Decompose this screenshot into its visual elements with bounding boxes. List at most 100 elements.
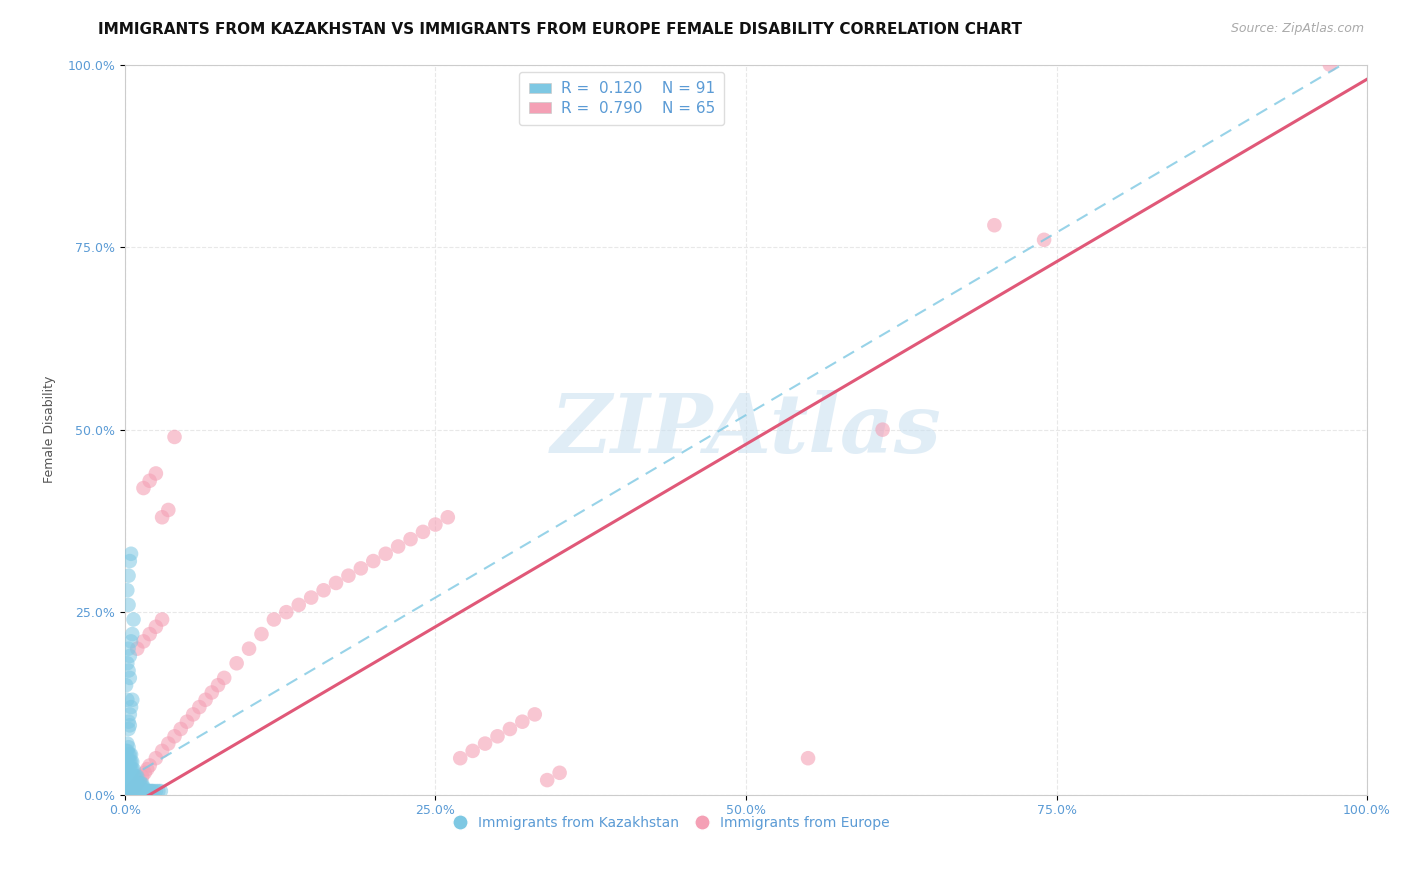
Point — [120, 634, 142, 648]
Point — [118, 762, 141, 776]
Point — [436, 510, 458, 524]
Point — [129, 777, 152, 791]
Point — [117, 780, 139, 795]
Point — [115, 751, 138, 765]
Point — [486, 729, 509, 743]
Point — [117, 737, 139, 751]
Point — [117, 693, 139, 707]
Point — [122, 784, 145, 798]
Point — [145, 751, 167, 765]
Point — [117, 722, 139, 736]
Point — [120, 762, 142, 776]
Point — [523, 707, 546, 722]
Point — [127, 777, 149, 791]
Point — [136, 784, 159, 798]
Point — [117, 773, 139, 788]
Point — [118, 707, 141, 722]
Point — [128, 777, 150, 791]
Point — [135, 784, 157, 798]
Point — [325, 576, 347, 591]
Point — [188, 700, 211, 714]
Point — [374, 547, 396, 561]
Point — [120, 755, 142, 769]
Point — [129, 784, 152, 798]
Point — [138, 627, 160, 641]
Point — [115, 744, 138, 758]
Point — [118, 554, 141, 568]
Point — [150, 744, 173, 758]
Point — [121, 627, 143, 641]
Point — [128, 777, 150, 791]
Point — [238, 641, 260, 656]
Point — [120, 777, 142, 791]
Point — [263, 612, 285, 626]
Point — [117, 755, 139, 769]
Point — [138, 474, 160, 488]
Point — [127, 769, 149, 783]
Point — [499, 722, 522, 736]
Point — [117, 786, 139, 800]
Point — [121, 693, 143, 707]
Point — [122, 777, 145, 791]
Point — [163, 430, 186, 444]
Point — [212, 671, 235, 685]
Point — [250, 627, 273, 641]
Point — [117, 758, 139, 772]
Point — [141, 784, 163, 798]
Point — [350, 561, 373, 575]
Point — [145, 620, 167, 634]
Point — [225, 657, 247, 671]
Point — [120, 747, 142, 762]
Point — [118, 784, 141, 798]
Point — [118, 718, 141, 732]
Point — [117, 744, 139, 758]
Point — [115, 678, 138, 692]
Point — [121, 784, 143, 798]
Point — [132, 634, 155, 648]
Point — [797, 751, 820, 765]
Point — [122, 769, 145, 783]
Point — [449, 751, 471, 765]
Point — [121, 755, 143, 769]
Point — [145, 467, 167, 481]
Point — [194, 693, 217, 707]
Point — [121, 769, 143, 783]
Point — [121, 781, 143, 796]
Point — [117, 769, 139, 783]
Point — [387, 540, 409, 554]
Point — [120, 700, 142, 714]
Point — [132, 780, 155, 795]
Point — [120, 784, 142, 798]
Point — [138, 784, 160, 798]
Point — [117, 740, 139, 755]
Point — [117, 762, 139, 776]
Point — [138, 784, 160, 798]
Point — [118, 755, 141, 769]
Point — [312, 583, 335, 598]
Point — [124, 769, 146, 783]
Point — [121, 762, 143, 776]
Point — [412, 524, 434, 539]
Point — [136, 762, 159, 776]
Point — [122, 762, 145, 776]
Point — [117, 598, 139, 612]
Point — [399, 532, 422, 546]
Point — [150, 510, 173, 524]
Point — [117, 777, 139, 791]
Point — [117, 664, 139, 678]
Point — [181, 707, 204, 722]
Point — [276, 605, 298, 619]
Point — [120, 769, 142, 783]
Point — [425, 517, 447, 532]
Point — [131, 769, 153, 783]
Point — [131, 777, 153, 791]
Point — [361, 554, 384, 568]
Point — [872, 423, 894, 437]
Point — [125, 769, 148, 783]
Point — [536, 773, 558, 788]
Point — [337, 568, 360, 582]
Point — [115, 773, 138, 788]
Point — [124, 777, 146, 791]
Point — [512, 714, 534, 729]
Point — [118, 769, 141, 783]
